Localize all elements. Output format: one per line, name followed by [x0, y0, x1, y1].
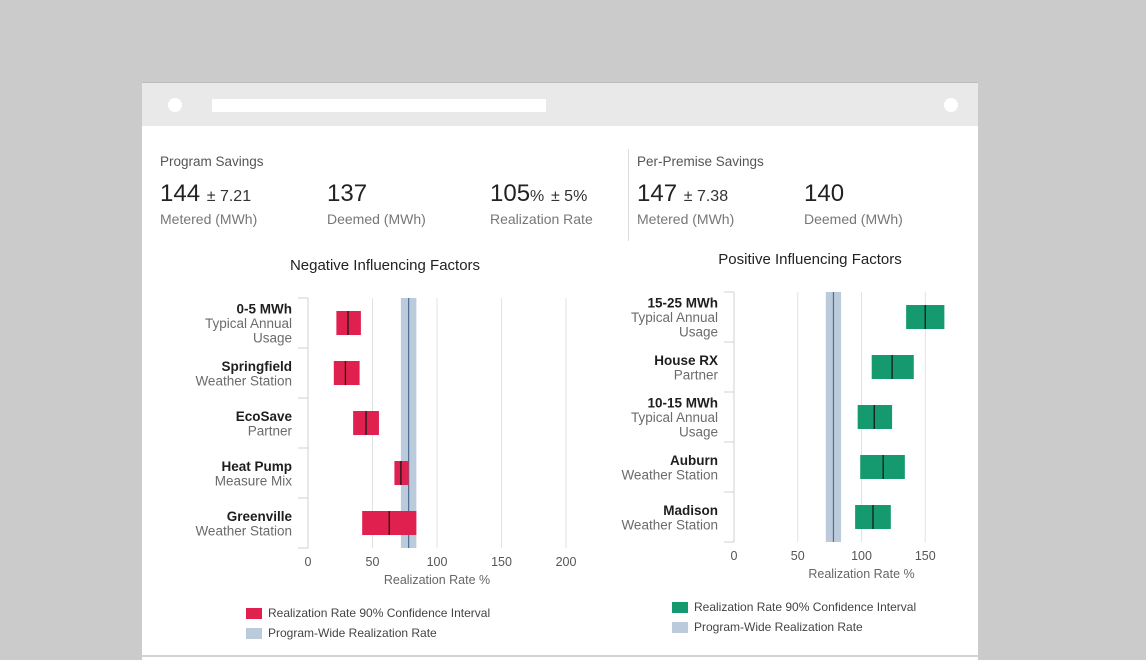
- positive-category-name: 10-15 MWh: [647, 396, 718, 411]
- program-realization-unit: %: [530, 188, 545, 205]
- premise-metered-metric: 147 ± 7.38 Metered (MWh): [637, 180, 734, 227]
- positive-legend-interval-swatch: [672, 601, 688, 613]
- negative-interval-bar: [333, 361, 360, 385]
- window-dot-right[interactable]: [944, 98, 958, 112]
- negative-chart-title: Negative Influencing Factors: [290, 257, 480, 274]
- positive-category-name: Auburn: [670, 453, 718, 468]
- negative-x-tick-label: 100: [427, 555, 448, 569]
- program-savings-title: Program Savings: [160, 154, 264, 169]
- program-metered-label: Metered (MWh): [160, 211, 258, 227]
- report-window: Program Savings 144 ± 7.21 Metered (MWh)…: [142, 82, 978, 660]
- premise-metered-value: 147: [637, 180, 678, 207]
- negative-x-tick-label: 0: [305, 555, 312, 569]
- negative-legend-interval-swatch: [246, 607, 262, 619]
- positive-category-subtitle: Typical Annual: [631, 310, 718, 325]
- premise-deemed-metric: 140 Deemed (MWh): [804, 180, 903, 227]
- negative-category-name: Greenville: [227, 509, 293, 524]
- negative-category-name: EcoSave: [236, 409, 293, 424]
- program-metered-error: ± 7.21: [206, 188, 252, 205]
- program-deemed-label: Deemed (MWh): [327, 211, 426, 227]
- program-deemed-metric: 137 Deemed (MWh): [327, 180, 426, 227]
- title-bar: [142, 83, 978, 126]
- summary-divider: [628, 149, 629, 241]
- positive-legend: Realization Rate 90% Confidence Interval…: [672, 600, 916, 640]
- negative-category-subtitle: Measure Mix: [215, 473, 293, 488]
- program-realization-error: ± 5%: [550, 188, 588, 205]
- premise-deemed-label: Deemed (MWh): [804, 211, 903, 227]
- program-realization-label: Realization Rate: [490, 211, 593, 227]
- negative-x-tick-label: 50: [366, 555, 380, 569]
- positive-category-subtitle: Usage: [679, 425, 718, 440]
- positive-category-name: House RX: [654, 353, 718, 368]
- positive-legend-band: Program-Wide Realization Rate: [672, 620, 916, 634]
- positive-chart-title: Positive Influencing Factors: [718, 251, 901, 268]
- program-deemed-value: 137: [327, 180, 368, 207]
- positive-category-subtitle: Usage: [679, 325, 718, 340]
- negative-category-subtitle: Usage: [253, 331, 292, 346]
- positive-legend-band-swatch: [672, 621, 688, 633]
- negative-legend-band-swatch: [246, 627, 262, 639]
- negative-x-tick-label: 150: [491, 555, 512, 569]
- positive-x-tick-label: 0: [731, 549, 738, 563]
- program-metered-metric: 144 ± 7.21 Metered (MWh): [160, 180, 257, 227]
- positive-x-tick-label: 50: [791, 549, 805, 563]
- negative-legend-band-label: Program-Wide Realization Rate: [268, 626, 437, 640]
- program-realization-metric: 105% ± 5% Realization Rate: [490, 180, 593, 227]
- positive-category-name: 15-25 MWh: [647, 296, 718, 311]
- positive-x-tick-label: 150: [915, 549, 936, 563]
- negative-legend-interval: Realization Rate 90% Confidence Interval: [246, 606, 490, 620]
- bottom-divider: [142, 655, 978, 657]
- premise-deemed-value: 140: [804, 180, 845, 207]
- positive-category-subtitle: Partner: [674, 367, 719, 382]
- negative-category-subtitle: Weather Station: [195, 373, 292, 388]
- premise-savings-title: Per-Premise Savings: [637, 154, 764, 169]
- address-bar[interactable]: [212, 99, 546, 112]
- negative-legend-band: Program-Wide Realization Rate: [246, 626, 490, 640]
- negative-legend: Realization Rate 90% Confidence Interval…: [246, 606, 490, 646]
- positive-x-tick-label: 100: [851, 549, 872, 563]
- negative-category-name: Heat Pump: [221, 459, 292, 474]
- program-realization-value: 105: [490, 180, 531, 207]
- negative-category-subtitle: Partner: [248, 423, 293, 438]
- positive-x-axis-label: Realization Rate %: [808, 567, 914, 581]
- window-dot-left[interactable]: [168, 98, 182, 112]
- positive-category-name: Madison: [663, 503, 718, 518]
- premise-metered-error: ± 7.38: [683, 188, 729, 205]
- positive-legend-interval: Realization Rate 90% Confidence Interval: [672, 600, 916, 614]
- negative-legend-interval-label: Realization Rate 90% Confidence Interval: [268, 606, 491, 620]
- positive-legend-band-label: Program-Wide Realization Rate: [694, 620, 863, 634]
- positive-category-subtitle: Typical Annual: [631, 410, 718, 425]
- negative-category-name: Springfield: [222, 359, 293, 374]
- negative-factors-chart: Negative Influencing Factors 0 50 100 150 200…: [195, 257, 577, 587]
- negative-category-name: 0-5 MWh: [237, 302, 293, 317]
- positive-legend-interval-label: Realization Rate 90% Confidence Interval: [694, 600, 917, 614]
- negative-x-axis-label: Realization Rate %: [384, 573, 490, 587]
- program-metered-value: 144: [160, 180, 201, 207]
- negative-category-subtitle: Typical Annual: [205, 316, 292, 331]
- negative-x-tick-label: 200: [556, 555, 577, 569]
- positive-category-subtitle: Weather Station: [621, 467, 718, 482]
- premise-metered-label: Metered (MWh): [637, 211, 735, 227]
- negative-category-subtitle: Weather Station: [195, 523, 292, 538]
- positive-category-subtitle: Weather Station: [621, 517, 718, 532]
